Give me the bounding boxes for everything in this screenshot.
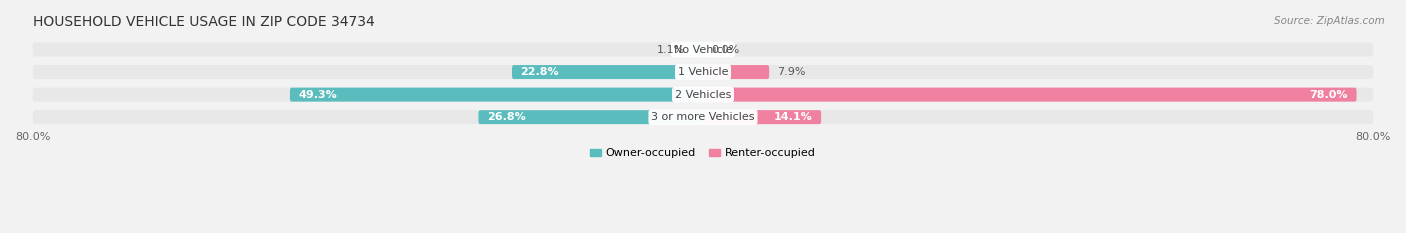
Text: 3 or more Vehicles: 3 or more Vehicles <box>651 112 755 122</box>
Text: 1 Vehicle: 1 Vehicle <box>678 67 728 77</box>
Text: 2 Vehicles: 2 Vehicles <box>675 90 731 100</box>
Text: 49.3%: 49.3% <box>298 90 337 100</box>
Text: 14.1%: 14.1% <box>775 112 813 122</box>
FancyBboxPatch shape <box>703 110 821 124</box>
FancyBboxPatch shape <box>32 88 1374 102</box>
Text: HOUSEHOLD VEHICLE USAGE IN ZIP CODE 34734: HOUSEHOLD VEHICLE USAGE IN ZIP CODE 3473… <box>32 15 374 29</box>
FancyBboxPatch shape <box>290 88 703 102</box>
FancyBboxPatch shape <box>693 43 703 57</box>
Text: 22.8%: 22.8% <box>520 67 560 77</box>
FancyBboxPatch shape <box>32 65 1374 79</box>
FancyBboxPatch shape <box>703 88 1357 102</box>
Text: 1.1%: 1.1% <box>657 45 685 55</box>
FancyBboxPatch shape <box>478 110 703 124</box>
FancyBboxPatch shape <box>512 65 703 79</box>
Text: 26.8%: 26.8% <box>486 112 526 122</box>
Text: 0.0%: 0.0% <box>711 45 740 55</box>
Text: Source: ZipAtlas.com: Source: ZipAtlas.com <box>1274 16 1385 26</box>
Text: 78.0%: 78.0% <box>1309 90 1348 100</box>
Text: No Vehicle: No Vehicle <box>673 45 733 55</box>
Text: 7.9%: 7.9% <box>778 67 806 77</box>
Legend: Owner-occupied, Renter-occupied: Owner-occupied, Renter-occupied <box>586 144 820 163</box>
FancyBboxPatch shape <box>32 110 1374 124</box>
FancyBboxPatch shape <box>32 43 1374 57</box>
FancyBboxPatch shape <box>703 65 769 79</box>
